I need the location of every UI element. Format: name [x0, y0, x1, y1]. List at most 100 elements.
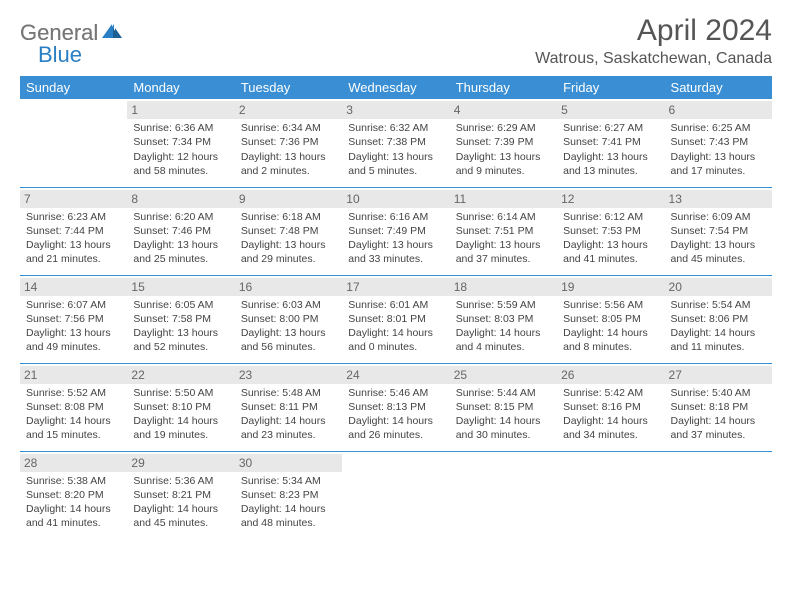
day-details: Sunrise: 5:48 AMSunset: 8:11 PMDaylight:…	[241, 386, 336, 443]
col-wednesday: Wednesday	[342, 76, 449, 99]
calendar-day-cell: 21Sunrise: 5:52 AMSunset: 8:08 PMDayligh…	[20, 363, 127, 451]
sunrise-text: Sunrise: 6:29 AM	[456, 121, 551, 135]
calendar-day-cell: 24Sunrise: 5:46 AMSunset: 8:13 PMDayligh…	[342, 363, 449, 451]
calendar-week-row: 28Sunrise: 5:38 AMSunset: 8:20 PMDayligh…	[20, 451, 772, 539]
calendar-day-cell: 10Sunrise: 6:16 AMSunset: 7:49 PMDayligh…	[342, 187, 449, 275]
day-details: Sunrise: 6:34 AMSunset: 7:36 PMDaylight:…	[241, 121, 336, 178]
sunrise-text: Sunrise: 6:25 AM	[671, 121, 766, 135]
daylight-text: Daylight: 13 hours and 25 minutes.	[133, 238, 228, 266]
sunrise-text: Sunrise: 6:03 AM	[241, 298, 336, 312]
day-number: 24	[342, 366, 449, 384]
sunset-text: Sunset: 7:43 PM	[671, 135, 766, 149]
month-title: April 2024	[535, 14, 772, 48]
sunset-text: Sunset: 7:49 PM	[348, 224, 443, 238]
day-details: Sunrise: 6:01 AMSunset: 8:01 PMDaylight:…	[348, 298, 443, 355]
calendar-day-cell: 12Sunrise: 6:12 AMSunset: 7:53 PMDayligh…	[557, 187, 664, 275]
day-number: 22	[127, 366, 234, 384]
col-thursday: Thursday	[450, 76, 557, 99]
daylight-text: Daylight: 14 hours and 8 minutes.	[563, 326, 658, 354]
day-details: Sunrise: 6:14 AMSunset: 7:51 PMDaylight:…	[456, 210, 551, 267]
daylight-text: Daylight: 13 hours and 5 minutes.	[348, 150, 443, 178]
sunset-text: Sunset: 8:21 PM	[133, 488, 228, 502]
daylight-text: Daylight: 13 hours and 33 minutes.	[348, 238, 443, 266]
sunrise-text: Sunrise: 6:07 AM	[26, 298, 121, 312]
sunrise-text: Sunrise: 5:42 AM	[563, 386, 658, 400]
sunrise-text: Sunrise: 6:27 AM	[563, 121, 658, 135]
daylight-text: Daylight: 13 hours and 56 minutes.	[241, 326, 336, 354]
daylight-text: Daylight: 13 hours and 45 minutes.	[671, 238, 766, 266]
day-number: 6	[665, 101, 772, 119]
sunrise-text: Sunrise: 5:50 AM	[133, 386, 228, 400]
day-details: Sunrise: 5:54 AMSunset: 8:06 PMDaylight:…	[671, 298, 766, 355]
daylight-text: Daylight: 13 hours and 9 minutes.	[456, 150, 551, 178]
day-number: 29	[127, 454, 234, 472]
sunset-text: Sunset: 8:10 PM	[133, 400, 228, 414]
sunrise-text: Sunrise: 5:34 AM	[241, 474, 336, 488]
daylight-text: Daylight: 14 hours and 45 minutes.	[133, 502, 228, 530]
calendar-day-cell: 9Sunrise: 6:18 AMSunset: 7:48 PMDaylight…	[235, 187, 342, 275]
day-details: Sunrise: 5:50 AMSunset: 8:10 PMDaylight:…	[133, 386, 228, 443]
sunset-text: Sunset: 7:39 PM	[456, 135, 551, 149]
location: Watrous, Saskatchewan, Canada	[535, 50, 772, 68]
day-number: 16	[235, 278, 342, 296]
calendar-day-cell: 2Sunrise: 6:34 AMSunset: 7:36 PMDaylight…	[235, 99, 342, 187]
calendar-day-cell: 14Sunrise: 6:07 AMSunset: 7:56 PMDayligh…	[20, 275, 127, 363]
sunrise-text: Sunrise: 6:14 AM	[456, 210, 551, 224]
day-number: 21	[20, 366, 127, 384]
calendar-day-cell: 22 Sunrise: 5:50 AMSunset: 8:10 PMDayligh…	[127, 363, 234, 451]
calendar-day-cell: 25Sunrise: 5:44 AMSunset: 8:15 PMDayligh…	[450, 363, 557, 451]
sunset-text: Sunset: 8:00 PM	[241, 312, 336, 326]
day-details: Sunrise: 6:36 AMSunset: 7:34 PMDaylight:…	[133, 121, 228, 178]
sunrise-text: Sunrise: 6:23 AM	[26, 210, 121, 224]
day-details: Sunrise: 5:40 AMSunset: 8:18 PMDaylight:…	[671, 386, 766, 443]
day-number: 8	[127, 190, 234, 208]
day-details: Sunrise: 5:59 AMSunset: 8:03 PMDaylight:…	[456, 298, 551, 355]
calendar-day-cell: 30Sunrise: 5:34 AMSunset: 8:23 PMDayligh…	[235, 451, 342, 539]
day-number: 28	[20, 454, 127, 472]
day-number: 7	[20, 190, 127, 208]
sunset-text: Sunset: 8:16 PM	[563, 400, 658, 414]
sunrise-text: Sunrise: 5:52 AM	[26, 386, 121, 400]
sunrise-text: Sunrise: 5:59 AM	[456, 298, 551, 312]
day-number: 4	[450, 101, 557, 119]
col-sunday: Sunday	[20, 76, 127, 99]
sunrise-text: Sunrise: 5:46 AM	[348, 386, 443, 400]
sunrise-text: Sunrise: 6:05 AM	[133, 298, 228, 312]
sunset-text: Sunset: 8:13 PM	[348, 400, 443, 414]
sunrise-text: Sunrise: 5:48 AM	[241, 386, 336, 400]
calendar-day-cell: 1Sunrise: 6:36 AMSunset: 7:34 PMDaylight…	[127, 99, 234, 187]
daylight-text: Daylight: 13 hours and 2 minutes.	[241, 150, 336, 178]
sunrise-text: Sunrise: 6:18 AM	[241, 210, 336, 224]
daylight-text: Daylight: 13 hours and 29 minutes.	[241, 238, 336, 266]
sunrise-text: Sunrise: 6:36 AM	[133, 121, 228, 135]
day-details: Sunrise: 6:18 AMSunset: 7:48 PMDaylight:…	[241, 210, 336, 267]
calendar-body: 1Sunrise: 6:36 AMSunset: 7:34 PMDaylight…	[20, 99, 772, 539]
day-details: Sunrise: 6:07 AMSunset: 7:56 PMDaylight:…	[26, 298, 121, 355]
sunset-text: Sunset: 7:38 PM	[348, 135, 443, 149]
calendar-day-cell: 23Sunrise: 5:48 AMSunset: 8:11 PMDayligh…	[235, 363, 342, 451]
calendar-day-cell: 15Sunrise: 6:05 AMSunset: 7:58 PMDayligh…	[127, 275, 234, 363]
day-number: 11	[450, 190, 557, 208]
calendar-day-cell: 29 Sunrise: 5:36 AMSunset: 8:21 PMDayligh…	[127, 451, 234, 539]
calendar-day-cell	[450, 451, 557, 539]
day-details: Sunrise: 5:34 AMSunset: 8:23 PMDaylight:…	[241, 474, 336, 531]
col-monday: Monday	[127, 76, 234, 99]
daylight-text: Daylight: 13 hours and 21 minutes.	[26, 238, 121, 266]
sunset-text: Sunset: 7:53 PM	[563, 224, 658, 238]
calendar-day-cell: 11 Sunrise: 6:14 AMSunset: 7:51 PMDayligh…	[450, 187, 557, 275]
sunrise-text: Sunrise: 6:32 AM	[348, 121, 443, 135]
sunset-text: Sunset: 8:08 PM	[26, 400, 121, 414]
daylight-text: Daylight: 14 hours and 48 minutes.	[241, 502, 336, 530]
sunrise-text: Sunrise: 5:36 AM	[133, 474, 228, 488]
day-number: 27	[665, 366, 772, 384]
calendar-day-cell: 16 Sunrise: 6:03 AMSunset: 8:00 PMDayligh…	[235, 275, 342, 363]
calendar-day-cell	[665, 451, 772, 539]
day-details: Sunrise: 5:42 AMSunset: 8:16 PMDaylight:…	[563, 386, 658, 443]
daylight-text: Daylight: 14 hours and 19 minutes.	[133, 414, 228, 442]
sunset-text: Sunset: 8:20 PM	[26, 488, 121, 502]
calendar-table: Sunday Monday Tuesday Wednesday Thursday…	[20, 76, 772, 539]
day-details: Sunrise: 5:36 AMSunset: 8:21 PMDaylight:…	[133, 474, 228, 531]
sunset-text: Sunset: 8:18 PM	[671, 400, 766, 414]
calendar-day-cell: 26Sunrise: 5:42 AMSunset: 8:16 PMDayligh…	[557, 363, 664, 451]
sunset-text: Sunset: 8:01 PM	[348, 312, 443, 326]
